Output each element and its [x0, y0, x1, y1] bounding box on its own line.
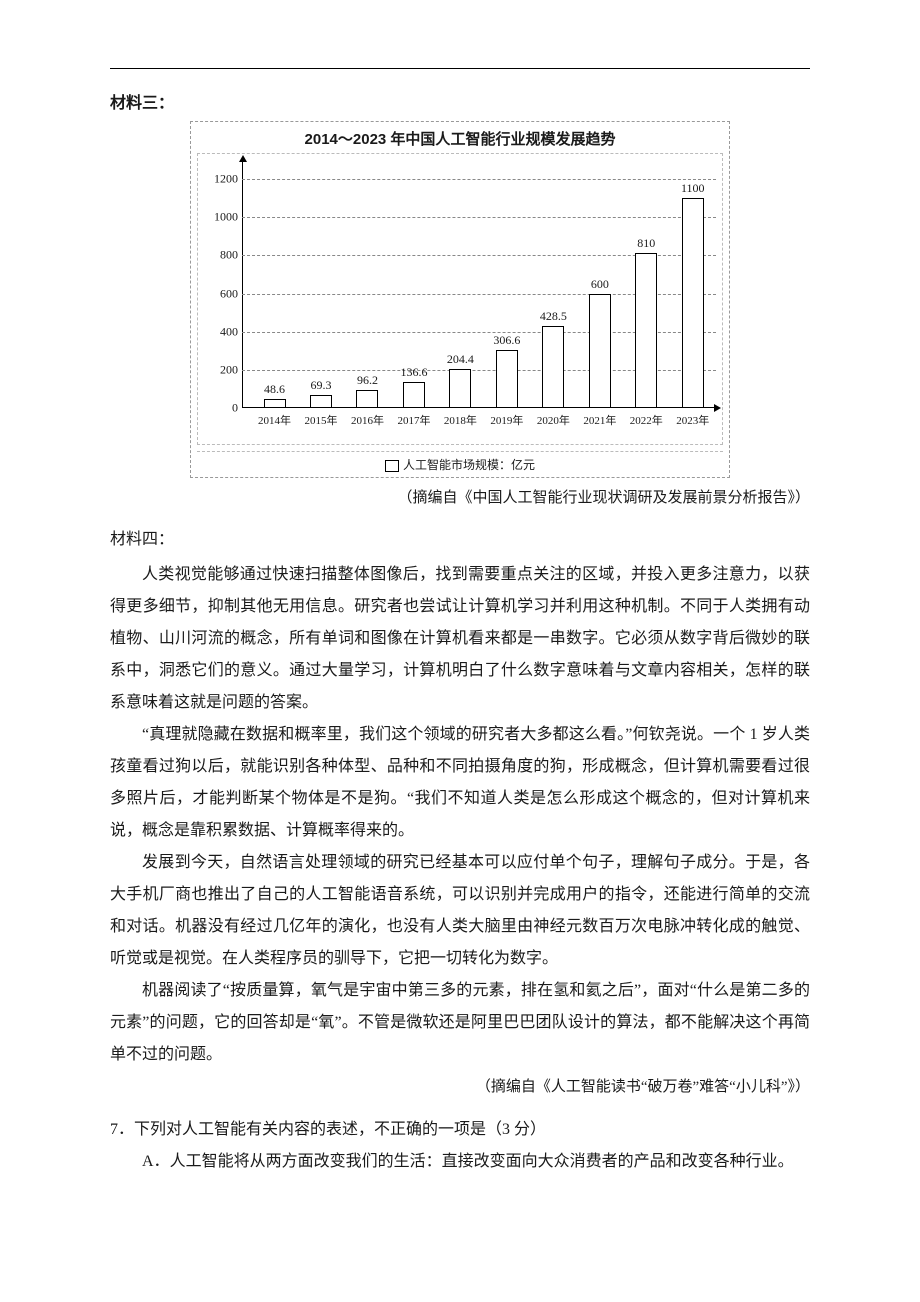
gridline	[242, 217, 716, 218]
material-4-label: 材料四：	[110, 525, 810, 549]
material-3-source: （摘编自《中国人工智能行业现状调研及发展前景分析报告》）	[110, 486, 810, 507]
bar-value-label: 810	[623, 236, 669, 251]
bar-value-label: 204.4	[437, 352, 483, 367]
bar-value-label: 136.6	[391, 365, 437, 380]
legend-text: 人工智能市场规模：亿元	[403, 458, 535, 472]
x-tick-label: 2020年	[537, 412, 570, 428]
m4-para-3: 发展到今天，自然语言处理领域的研究已经基本可以应付单个句子，理解句子成分。于是，…	[110, 847, 810, 975]
chart-bar	[589, 294, 611, 408]
gridline	[242, 179, 716, 180]
chart-plot-box: 0 200 400 600 800 1000 1200 48.6 2014年 69.3 2015年 9…	[197, 153, 723, 445]
chart-bar	[449, 369, 471, 408]
x-tick-label: 2023年	[676, 412, 709, 428]
x-tick-label: 2019年	[490, 412, 523, 428]
m4-para-2: “真理就隐藏在数据和概率里，我们这个领域的研究者大多都这么看。”何钦尧说。一个 …	[110, 719, 810, 847]
chart-wrapper: 2014～2023 年中国人工智能行业规模发展趋势 0 200 400 600 800 1…	[190, 121, 730, 478]
x-tick-label: 2018年	[444, 412, 477, 428]
x-tick-label: 2015年	[305, 412, 338, 428]
x-tick-label: 2016年	[351, 412, 384, 428]
top-rule	[110, 68, 810, 69]
chart-bar	[403, 382, 425, 408]
option-A-text: 人工智能将从两方面改变我们的生活：直接改变面向大众消费者的产品和改变各种行业。	[170, 1153, 794, 1170]
bar-value-label: 1100	[670, 181, 716, 196]
chart-legend: 人工智能市场规模：亿元	[197, 451, 723, 473]
legend-swatch	[385, 460, 399, 472]
material-4-source: （摘编自《人工智能读书“破万卷”难答“小儿科”》）	[110, 1075, 810, 1096]
chart-bar	[635, 253, 657, 408]
chart-bar	[542, 326, 564, 408]
bar-value-label: 48.6	[252, 382, 298, 397]
bar-value-label: 428.5	[530, 309, 576, 324]
ytick-label: 1000	[202, 210, 238, 225]
chart-bar	[682, 198, 704, 408]
ytick-label: 800	[202, 248, 238, 263]
question-stem: 下列对人工智能有关内容的表述，不正确的一项是（3 分）	[134, 1121, 546, 1138]
chart-bar	[496, 350, 518, 408]
bar-value-label: 69.3	[298, 378, 344, 393]
ytick-label: 0	[202, 401, 238, 416]
bar-value-label: 600	[577, 277, 623, 292]
chart-bar	[356, 390, 378, 408]
bar-value-label: 306.6	[484, 333, 530, 348]
question-number: 7．	[110, 1114, 134, 1146]
ytick-label: 200	[202, 362, 238, 377]
m4-para-1: 人类视觉能够通过快速扫描整体图像后，找到需要重点关注的区域，并投入更多注意力，以…	[110, 559, 810, 719]
x-tick-label: 2022年	[630, 412, 663, 428]
x-tick-label: 2014年	[258, 412, 291, 428]
ytick-label: 600	[202, 286, 238, 301]
m4-para-4: 机器阅读了“按质量算，氧气是宇宙中第三多的元素，排在氢和氦之后”，面对“什么是第…	[110, 975, 810, 1071]
chart-bar	[310, 395, 332, 408]
x-tick-label: 2021年	[583, 412, 616, 428]
ytick-label: 1200	[202, 172, 238, 187]
chart-title: 2014～2023 年中国人工智能行业规模发展趋势	[197, 128, 723, 149]
option-A: A．人工智能将从两方面改变我们的生活：直接改变面向大众消费者的产品和改变各种行业…	[110, 1146, 810, 1178]
chart-bar	[264, 399, 286, 408]
material-3-label: 材料三：	[110, 89, 810, 113]
ytick-label: 400	[202, 324, 238, 339]
x-tick-label: 2017年	[397, 412, 430, 428]
question-7: 7．下列对人工智能有关内容的表述，不正确的一项是（3 分）	[110, 1114, 810, 1146]
bar-value-label: 96.2	[344, 373, 390, 388]
